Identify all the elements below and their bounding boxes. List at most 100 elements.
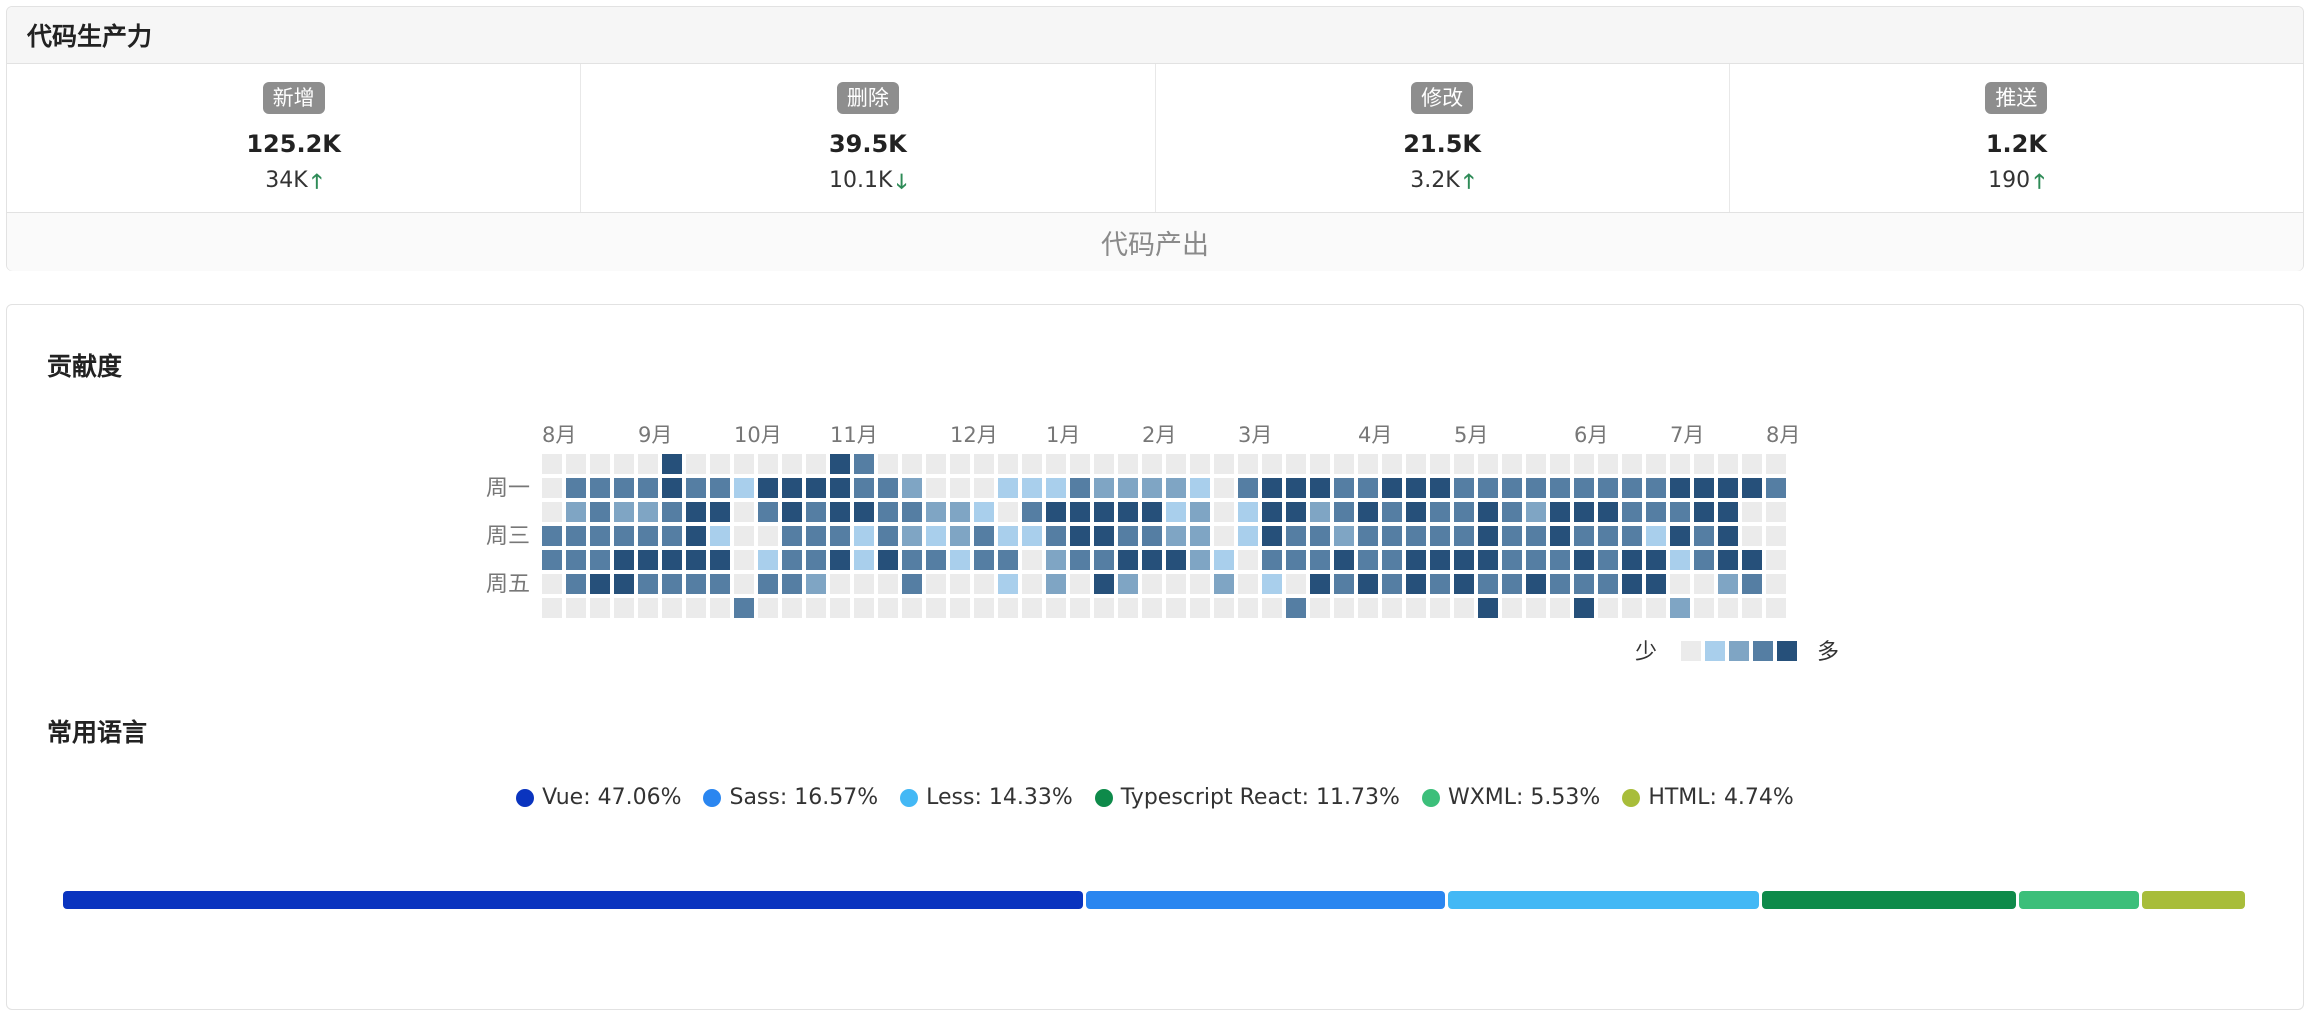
- heatmap-cell: [950, 478, 970, 498]
- heatmap-cell: [1430, 598, 1450, 618]
- language-bar-segment: [1762, 891, 2017, 909]
- heatmap-cell: [614, 454, 634, 474]
- heatmap-cell: [1766, 502, 1786, 522]
- heatmap-cell: [1238, 598, 1258, 618]
- heatmap-cell: [1022, 574, 1042, 594]
- heatmap-cell: [638, 526, 658, 546]
- heatmap-cell: [1766, 550, 1786, 570]
- heatmap-cell: [614, 478, 634, 498]
- heatmap-cell: [1406, 574, 1426, 594]
- heatmap-cell: [638, 598, 658, 618]
- productivity-title: 代码生产力: [7, 7, 2303, 64]
- language-label: HTML: 4.74%: [1648, 785, 1794, 810]
- heatmap-cell: [1718, 598, 1738, 618]
- heatmap-cell: [1550, 478, 1570, 498]
- languages-title: 常用语言: [47, 718, 148, 747]
- heatmap-cell: [638, 502, 658, 522]
- heatmap-cell: [854, 454, 874, 474]
- heatmap-cell: [950, 574, 970, 594]
- heatmap-cell: [1550, 454, 1570, 474]
- heatmap-cell: [926, 526, 946, 546]
- heatmap-cell: [998, 502, 1018, 522]
- month-label: 10月: [734, 423, 782, 447]
- heatmap-cell: [1646, 526, 1666, 546]
- heatmap-cell: [902, 478, 922, 498]
- heatmap-cell: [1454, 550, 1474, 570]
- month-label: 6月: [1574, 423, 1608, 447]
- heatmap-cell: [1166, 550, 1186, 570]
- heatmap-cell: [806, 550, 826, 570]
- heatmap-cell: [1238, 454, 1258, 474]
- stat-deleted: 删除 39.5K 10.1K 🡓: [581, 64, 1156, 212]
- heatmap-cell: [542, 598, 562, 618]
- heatmap-cell: [1382, 478, 1402, 498]
- stat-delta-value: 34K: [265, 168, 308, 193]
- heatmap-cell: [1742, 598, 1762, 618]
- heatmap-cell: [974, 478, 994, 498]
- month-label: 12月: [950, 423, 998, 447]
- heatmap-cell: [710, 502, 730, 522]
- heatmap-cell: [1694, 574, 1714, 594]
- heatmap-cell: [1142, 526, 1162, 546]
- heatmap-cell: [1742, 478, 1762, 498]
- heatmap-cell: [926, 502, 946, 522]
- heatmap-cell: [1022, 550, 1042, 570]
- heatmap-cell: [1286, 478, 1306, 498]
- heatmap-cell: [638, 454, 658, 474]
- language-legend-item: Vue: 47.06%: [516, 785, 681, 810]
- heatmap-cell: [1670, 598, 1690, 618]
- heatmap-cell: [854, 526, 874, 546]
- heatmap-cell: [1478, 598, 1498, 618]
- heatmap-cell: [1166, 574, 1186, 594]
- heatmap-cell: [758, 526, 778, 546]
- heatmap-cell: [758, 478, 778, 498]
- heatmap-cell: [1286, 454, 1306, 474]
- heatmap-cell: [662, 502, 682, 522]
- heatmap-cell: [1118, 598, 1138, 618]
- legend-swatch: [1753, 641, 1773, 661]
- heatmap-cell: [542, 454, 562, 474]
- heatmap-cell: [806, 574, 826, 594]
- heatmap-cell: [1334, 502, 1354, 522]
- heatmap-cell: [998, 526, 1018, 546]
- heatmap-cell: [1502, 526, 1522, 546]
- heatmap-cell: [1382, 526, 1402, 546]
- weekday-label: 周三: [486, 524, 530, 549]
- heatmap-cell: [782, 526, 802, 546]
- heatmap-cell: [1478, 574, 1498, 594]
- stat-pushed: 推送 1.2K 190 🡑: [1730, 64, 2303, 212]
- heatmap-cell: [1142, 598, 1162, 618]
- heatmap-cell: [782, 598, 802, 618]
- heatmap-cell: [758, 574, 778, 594]
- contribution-title: 贡献度: [47, 352, 123, 381]
- arrow-down-icon: 🡓: [896, 168, 907, 193]
- language-dot: [516, 788, 535, 807]
- heatmap-cell: [830, 598, 850, 618]
- heatmap-cell: [1430, 574, 1450, 594]
- heatmap-cell: [1358, 502, 1378, 522]
- heatmap-cell: [1574, 598, 1594, 618]
- heatmap-cell: [1382, 502, 1402, 522]
- heatmap-cell: [1406, 502, 1426, 522]
- heatmap-cell: [926, 454, 946, 474]
- heatmap-cell: [1742, 550, 1762, 570]
- heatmap-cell: [1718, 574, 1738, 594]
- heatmap-cell: [926, 598, 946, 618]
- heatmap-cell: [1670, 502, 1690, 522]
- heatmap-cell: [1382, 574, 1402, 594]
- heatmap-cell: [1262, 526, 1282, 546]
- heatmap-cell: [1286, 526, 1306, 546]
- heatmap-cell: [566, 550, 586, 570]
- language-label: Vue: 47.06%: [542, 785, 682, 810]
- language-legend-item: Typescript React: 11.73%: [1094, 785, 1400, 810]
- heatmap-cell: [1430, 502, 1450, 522]
- heatmap-cell: [1502, 502, 1522, 522]
- stat-value: 125.2K: [246, 130, 341, 158]
- heatmap-cell: [1118, 550, 1138, 570]
- heatmap-cell: [1406, 598, 1426, 618]
- heatmap-cell: [1574, 502, 1594, 522]
- month-label: 5月: [1454, 423, 1488, 447]
- heatmap-cell: [974, 598, 994, 618]
- stat-added: 新增 125.2K 34K 🡑: [7, 64, 582, 212]
- stat-label: 推送: [1985, 82, 2048, 114]
